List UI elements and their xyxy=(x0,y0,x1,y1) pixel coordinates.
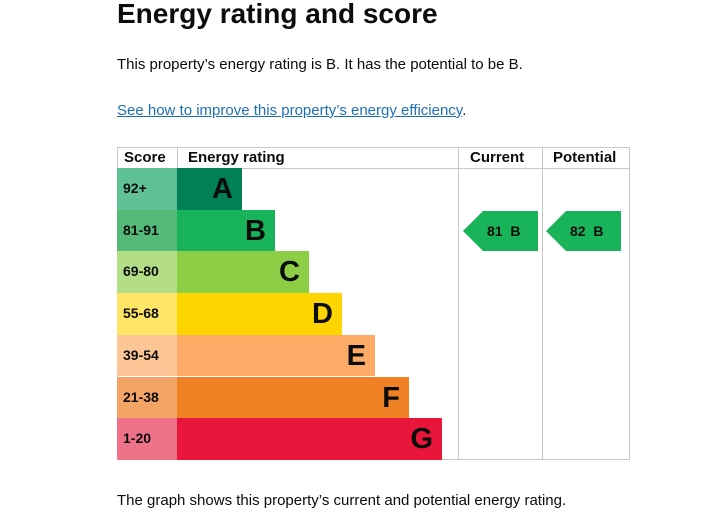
page-title: Energy rating and score xyxy=(117,0,438,29)
potential-rating-arrow-label: 82 B xyxy=(570,222,604,239)
improve-efficiency-link[interactable]: See how to improve this property’s energ… xyxy=(117,102,463,119)
current-rating-arrow: 81 B xyxy=(463,210,538,251)
band-bar-e: E xyxy=(177,334,375,377)
score-range-g: 1-20 xyxy=(117,418,177,460)
current-rating-arrow-label: 81 B xyxy=(487,222,521,239)
energy-rating-graph: Score Energy rating Current Potential 92… xyxy=(117,147,630,460)
header-divider xyxy=(117,168,630,169)
score-range-d: 55-68 xyxy=(117,293,177,335)
score-range-e: 39-54 xyxy=(117,334,177,377)
band-bar-b: B xyxy=(177,209,275,252)
score-range-c: 69-80 xyxy=(117,251,177,294)
score-range-a: 92+ xyxy=(117,168,177,210)
score-column-header: Score xyxy=(124,149,166,166)
potential-rating-arrow: 82 B xyxy=(546,210,621,251)
band-bar-a: A xyxy=(177,168,242,210)
graph-border-right xyxy=(629,147,630,460)
link-suffix: . xyxy=(462,102,467,119)
band-bar-c: C xyxy=(177,251,309,294)
rating-column-divider xyxy=(177,147,178,168)
rating-column-header: Energy rating xyxy=(188,149,285,166)
potential-rating-arrow-shape xyxy=(546,210,621,251)
current-rating-arrow-shape xyxy=(463,210,538,251)
band-bar-g: G xyxy=(177,418,442,460)
score-range-b: 81-91 xyxy=(117,209,177,252)
improve-link-line: See how to improve this property’s energ… xyxy=(117,101,466,121)
graph-caption: The graph shows this property’s current … xyxy=(117,492,567,509)
potential-column-divider xyxy=(542,147,543,460)
band-bar-f: F xyxy=(177,376,409,419)
band-bar-d: D xyxy=(177,293,342,335)
graph-border-top xyxy=(117,147,630,148)
score-range-f: 21-38 xyxy=(117,376,177,419)
potential-column-header: Potential xyxy=(553,149,617,166)
current-column-header: Current xyxy=(470,149,525,166)
current-column-divider xyxy=(458,147,459,460)
rating-summary: This property’s energy rating is B. It h… xyxy=(117,56,523,73)
